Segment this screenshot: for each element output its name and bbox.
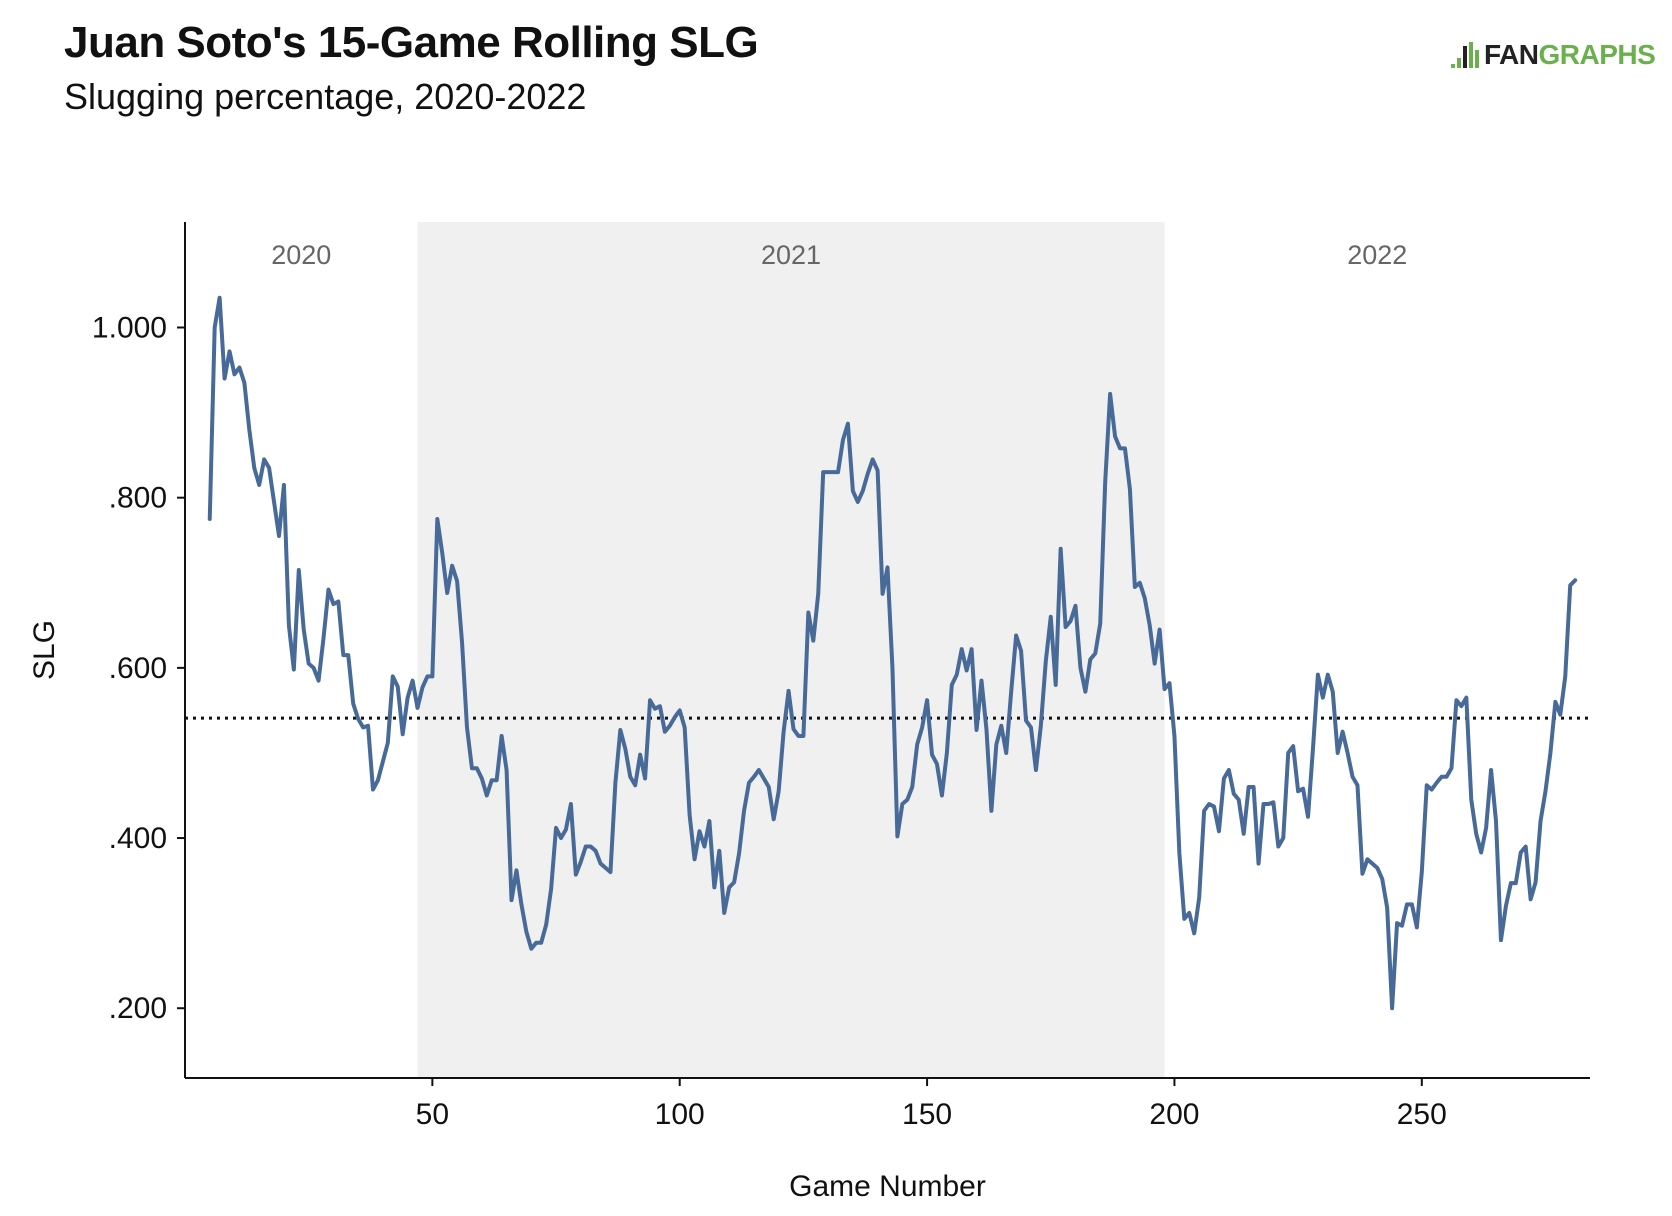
series-line-0 bbox=[207, 295, 1578, 1011]
x-axis-label: Game Number bbox=[789, 1170, 986, 1203]
series-line-layer bbox=[207, 295, 1578, 1011]
logo-text-graphs: GRAPHS bbox=[1538, 39, 1656, 70]
y-axis-ticks: .200 .400 .600 .800 1.000 bbox=[92, 312, 185, 1025]
y-tick-label: .800 bbox=[109, 482, 167, 515]
y-tick-label: .600 bbox=[109, 652, 167, 685]
x-tick-label: 100 bbox=[655, 1098, 705, 1131]
fangraphs-logo-icon bbox=[1451, 42, 1479, 68]
axes-layer bbox=[184, 222, 1590, 1079]
y-axis-label: SLG bbox=[28, 620, 61, 680]
x-tick-label: 150 bbox=[902, 1098, 952, 1131]
y-tick-label: 1.000 bbox=[92, 312, 167, 345]
fangraphs-logo[interactable]: FAN GRAPHS bbox=[1450, 38, 1656, 72]
season-label-2020: 2020 bbox=[271, 240, 331, 270]
y-tick-label: .400 bbox=[109, 822, 167, 855]
x-tick-label: 200 bbox=[1149, 1098, 1199, 1131]
season-labels: 2020 2021 2022 bbox=[271, 240, 1407, 270]
x-tick-label: 50 bbox=[416, 1098, 449, 1131]
x-tick-label: 250 bbox=[1397, 1098, 1447, 1131]
season-label-2022: 2022 bbox=[1347, 240, 1407, 270]
x-axis-ticks: 50 100 150 200 250 bbox=[416, 1078, 1447, 1131]
season-label-2021: 2021 bbox=[761, 240, 821, 270]
logo-text-fan: FAN bbox=[1484, 39, 1539, 70]
chart-title: Juan Soto's 15-Game Rolling SLG bbox=[64, 18, 759, 67]
y-tick-label: .200 bbox=[109, 992, 167, 1025]
chart-subtitle: Slugging percentage, 2020-2022 bbox=[64, 76, 587, 117]
